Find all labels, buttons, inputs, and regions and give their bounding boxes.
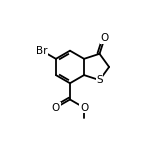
Text: O: O xyxy=(52,103,60,113)
Text: S: S xyxy=(96,75,103,85)
Text: O: O xyxy=(100,33,109,43)
Text: O: O xyxy=(80,103,88,113)
Text: Br: Br xyxy=(36,46,48,56)
